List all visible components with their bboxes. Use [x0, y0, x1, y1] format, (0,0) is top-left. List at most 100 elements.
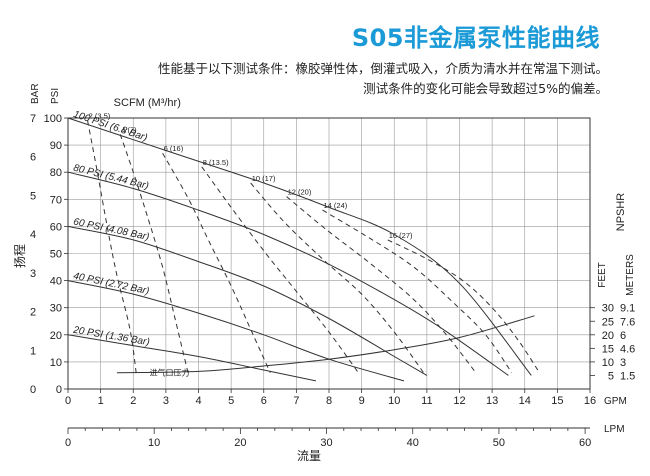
air-consumption-curve — [119, 134, 190, 376]
npshr-curve-group: 进气口压力 — [116, 315, 535, 377]
x-unit-gpm: GPM — [604, 396, 627, 407]
air-consumption-label: 10 (17) — [252, 174, 276, 183]
x-tick-label-gpm: 11 — [421, 395, 432, 407]
y-tick-label-bar: 7 — [30, 113, 36, 125]
air-consumption-curve — [250, 182, 425, 373]
y-tick-label-psi: 50 — [50, 249, 62, 261]
y-tick-label-psi: 80 — [50, 167, 62, 179]
pressure-curve — [67, 225, 428, 376]
npshr-tick-label-feet: 10 — [602, 357, 614, 369]
pressure-curve — [67, 117, 532, 376]
x-tick-label-gpm: 13 — [486, 395, 498, 407]
x-tick-label-lpm: 30 — [320, 437, 332, 449]
x-tick-label-lpm: 20 — [234, 437, 246, 449]
x-tick-label-gpm: 16 — [584, 395, 596, 407]
x-tick-label-gpm: 4 — [195, 395, 201, 407]
tolerance-note: 测试条件的变化可能会导致超过5%的偏差。 — [363, 81, 608, 96]
npshr-tick-label-meters: 4.6 — [620, 343, 635, 355]
npshr-tick-label-feet: 20 — [602, 330, 614, 342]
x-axis-title: 流量 — [297, 449, 321, 463]
x-tick-label-gpm: 12 — [453, 395, 465, 407]
air-consumption-curve — [201, 166, 359, 373]
y-tick-label-bar: 1 — [30, 345, 36, 357]
air-consumption-curve — [286, 196, 477, 374]
y-tick-label-bar: 2 — [30, 307, 36, 319]
air-consumption-curve — [387, 239, 539, 371]
air-consumption-label: 16 (27) — [389, 231, 413, 240]
pressure-curve-label: 100 PSI (6.8 Bar) — [72, 109, 149, 144]
x-tick-label-gpm: 7 — [293, 395, 299, 407]
inlet-pressure-label: 进气口压力 — [150, 367, 190, 377]
x-tick-label-lpm: 60 — [579, 437, 591, 449]
y-tick-label-psi: 40 — [50, 276, 62, 288]
y-unit-psi: PSI — [50, 88, 61, 104]
air-consumption-label: 4 (7) — [121, 125, 137, 134]
air-consumption-curve — [162, 152, 271, 373]
npshr-tick-label-meters: 3 — [620, 357, 626, 369]
pressure-curve — [67, 334, 317, 382]
y-tick-label-psi: 20 — [50, 330, 62, 342]
air-unit-label: SCFM (M³/hr) — [114, 97, 181, 109]
y-tick-label-psi: 0 — [56, 384, 62, 396]
x-tick-label-gpm: 1 — [98, 395, 104, 407]
npshr-tick-label-meters: 6 — [620, 330, 626, 342]
y-tick-label-psi: 10 — [50, 357, 62, 369]
axis-labels: SCFM (M³/hr) — [114, 97, 181, 109]
npshr-unit-feet: FEET — [597, 262, 608, 288]
y-tick-label-bar: 6 — [30, 152, 36, 164]
x-tick-label-gpm: 10 — [388, 395, 400, 407]
x-tick-label-lpm: 50 — [493, 437, 505, 449]
npshr-tick-label-feet: 15 — [602, 343, 614, 355]
x-tick-label-lpm: 40 — [407, 437, 419, 449]
x-tick-label-gpm: 6 — [261, 395, 267, 407]
y-tick-label-psi: 100 — [44, 113, 62, 125]
x-tick-label-lpm: 10 — [148, 437, 160, 449]
x-tick-label-gpm: 0 — [65, 395, 71, 407]
x-tick-label-gpm: 8 — [326, 395, 332, 407]
y-tick-label-bar: 4 — [30, 229, 36, 241]
y-tick-label-psi: 90 — [50, 140, 62, 152]
pressure-curve — [67, 280, 405, 382]
y-tick-label-psi: 60 — [50, 221, 62, 233]
chart-title: S05非金属泵性能曲线 — [351, 24, 600, 52]
npshr-tick-label-feet: 30 — [602, 303, 614, 315]
pressure-curves: 100 PSI (6.8 Bar)80 PSI (5.44 Bar)60 PSI… — [67, 109, 532, 382]
air-consumption-curve — [322, 209, 513, 373]
air-consumption-curve — [87, 120, 137, 376]
npshr-axis-title: NPSHR — [615, 193, 627, 232]
x-unit-lpm: LPM — [604, 424, 625, 435]
npshr-tick-label-meters: 7.6 — [620, 316, 635, 328]
y-tick-label-bar: 0 — [30, 384, 36, 396]
npshr-tick-label-feet: 5 — [608, 370, 614, 382]
x-tick-label-gpm: 3 — [163, 395, 169, 407]
y-axis-title: 扬程 — [12, 244, 27, 268]
axes: 0 1 2 3 4 5 6 7 8 9 10 11 12 13 14 15 16 GPM0102030405060… — [12, 83, 636, 463]
npshr-tick-label-feet: 25 — [602, 316, 614, 328]
x-tick-label-lpm: 0 — [65, 437, 71, 449]
test-conditions-note: 性能基于以下测试条件：橡胶弹性体，倒灌式吸入，介质为清水并在常温下测试。 — [157, 61, 608, 76]
npshr-tick-label-meters: 1.5 — [620, 370, 635, 382]
npshr-curve — [116, 315, 535, 374]
x-tick-label-gpm: 15 — [551, 395, 563, 407]
air-consumption-label: 6 (16) — [164, 144, 184, 153]
npshr-unit-meters: METERS — [625, 254, 636, 296]
x-tick-label-gpm: 9 — [359, 395, 365, 407]
y-unit-bar: BAR — [30, 83, 41, 104]
npshr-tick-label-meters: 9.1 — [620, 303, 635, 315]
air-consumption-curves: 2 (3.5) 4 (7) 6 (16) 8 (13.5) 10 (17) 12 (20)… — [87, 112, 539, 376]
y-tick-label-psi: 30 — [50, 303, 62, 315]
grid — [68, 118, 590, 389]
pressure-curve-label: 20 PSI (1.36 Bar) — [71, 325, 150, 349]
x-tick-label-gpm: 2 — [130, 395, 136, 407]
y-tick-label-bar: 3 — [30, 268, 36, 280]
y-tick-label-bar: 5 — [30, 190, 36, 202]
y-tick-label-psi: 70 — [50, 194, 62, 206]
x-tick-label-gpm: 5 — [228, 395, 234, 407]
air-consumption-label: 14 (24) — [323, 201, 347, 210]
air-consumption-label: 12 (20) — [288, 188, 312, 197]
x-tick-label-gpm: 14 — [519, 395, 531, 407]
air-consumption-label: 8 (13.5) — [203, 158, 229, 167]
air-consumption-label: 2 (3.5) — [89, 112, 111, 121]
